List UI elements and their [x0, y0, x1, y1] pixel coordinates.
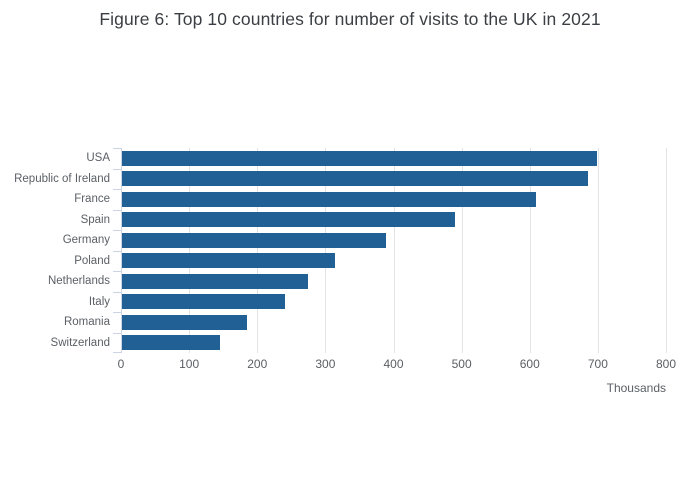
- y-axis-label: Italy: [88, 295, 110, 308]
- y-axis-tick: [113, 271, 121, 272]
- gridline: [257, 148, 259, 353]
- bar-row: [121, 169, 666, 190]
- bar: [122, 171, 588, 187]
- y-axis-tick: [113, 250, 121, 252]
- x-axis-tick-label: 400: [383, 357, 404, 371]
- x-axis-title: Thousands: [606, 381, 666, 395]
- y-axis-label: Spain: [80, 213, 110, 226]
- y-axis-tick: [113, 291, 121, 293]
- bar-row: [121, 230, 666, 251]
- y-axis-tick: [113, 148, 121, 149]
- bar-row: [121, 312, 666, 333]
- y-axis-tick: [113, 352, 121, 353]
- x-axis-tick-label: 0: [117, 357, 125, 371]
- y-axis-tick: [113, 312, 121, 313]
- y-axis-label: France: [74, 193, 110, 206]
- bar-row: [121, 271, 666, 292]
- gridline: [529, 148, 531, 353]
- x-axis-labels: 0 100 200 300 400 500 600 700 800: [0, 357, 700, 373]
- bar-row: [121, 333, 666, 354]
- bar: [122, 150, 597, 166]
- gridline: [325, 148, 327, 353]
- x-axis-tick-label: 300: [315, 357, 336, 371]
- y-axis-label: Republic of Ireland: [14, 172, 110, 185]
- plot-area: [113, 148, 667, 354]
- y-axis-label: Germany: [62, 234, 110, 247]
- x-axis-tick-label: 700: [587, 357, 608, 371]
- y-axis-tick: [113, 168, 121, 170]
- bar: [122, 273, 308, 289]
- y-axis-label: USA: [86, 152, 110, 165]
- y-axis-labels: USA Republic of Ireland France Spain Germany…: [0, 148, 110, 353]
- gridline: [597, 148, 599, 353]
- bar-row: [121, 210, 666, 231]
- bar: [122, 212, 456, 228]
- y-axis-tick: [113, 209, 121, 211]
- gridline: [666, 148, 667, 353]
- bar: [122, 294, 285, 310]
- y-axis-label: Poland: [74, 254, 110, 267]
- y-axis-label: Netherlands: [47, 275, 110, 288]
- bar-row: [121, 292, 666, 313]
- y-axis-tick: [113, 189, 121, 190]
- y-axis-tick: [113, 230, 121, 231]
- y-axis-tick: [113, 332, 121, 334]
- y-axis-label: Romania: [63, 316, 110, 329]
- x-axis-tick-label: 500: [451, 357, 472, 371]
- bar-row: [121, 251, 666, 272]
- bar: [122, 191, 536, 207]
- x-axis-tick-label: 800: [655, 357, 677, 371]
- bar: [122, 314, 248, 330]
- bar-row: [121, 148, 666, 169]
- x-axis-tick-label: 200: [247, 357, 268, 371]
- bar: [122, 253, 336, 269]
- chart-title: Figure 6: Top 10 countries for number of…: [99, 9, 601, 29]
- gridline: [393, 148, 395, 353]
- y-axis-line: [121, 148, 122, 353]
- x-axis-tick-label: 100: [179, 357, 200, 371]
- bar: [122, 335, 221, 351]
- gridline: [189, 148, 191, 353]
- bar-row: [121, 189, 666, 210]
- bar: [122, 232, 386, 248]
- y-axis-label: Switzerland: [50, 336, 110, 349]
- x-axis-tick-label: 600: [519, 357, 540, 371]
- gridline: [461, 148, 463, 353]
